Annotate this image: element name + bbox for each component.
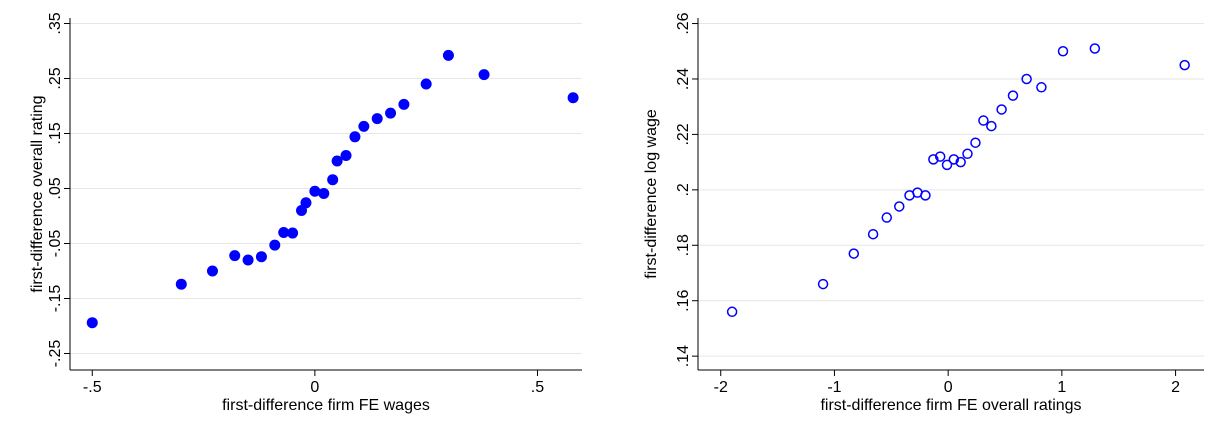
y-tick-label: .2 bbox=[675, 183, 692, 196]
y-tick-label: -.15 bbox=[47, 285, 64, 313]
scatter-point bbox=[278, 227, 290, 238]
x-tick-label: -2 bbox=[714, 379, 728, 396]
scatter-point bbox=[928, 154, 939, 165]
scatter-point bbox=[848, 248, 860, 259]
scatter-point bbox=[1021, 73, 1032, 85]
y-tick-label: .15 bbox=[47, 122, 64, 144]
x-tick-label: .5 bbox=[531, 379, 544, 396]
left-scatter-chart: -.25 -.15 -.05 .05 .15 .25 .35 -.5 0 .5 first-diff… bbox=[29, 12, 582, 414]
y-tick-label: .05 bbox=[47, 177, 64, 199]
scatter-point bbox=[920, 190, 931, 201]
x-tick-label: 0 bbox=[944, 379, 953, 396]
x-tick-label: -.5 bbox=[83, 379, 102, 396]
scatter-point bbox=[309, 185, 321, 197]
scatter-point bbox=[287, 227, 299, 239]
scatter-point bbox=[894, 201, 905, 212]
y-tick-label: .14 bbox=[675, 345, 692, 367]
scatter-point bbox=[371, 113, 383, 125]
scatter-point bbox=[255, 251, 267, 263]
x-tick-label: 1 bbox=[1057, 379, 1066, 396]
scatter-point bbox=[331, 155, 343, 167]
x-axis-title: first-difference firm FE overall ratings bbox=[820, 397, 1081, 414]
x-tick-label: -1 bbox=[827, 379, 841, 396]
scatter-point bbox=[962, 148, 973, 160]
scatter-point bbox=[726, 306, 738, 318]
scatter-point bbox=[1007, 90, 1019, 101]
right-scatter-chart: .14 .16 .18 .2 .22 .24 .26 -2 -1 0 1 2 first-differe… bbox=[643, 12, 1204, 414]
scatter-point bbox=[817, 278, 829, 290]
right-chart-panel: .14 .16 .18 .2 .22 .24 .26 -2 -1 0 1 2 first-differe… bbox=[626, 0, 1217, 431]
scatter-point bbox=[934, 151, 946, 162]
left-chart-panel: -.25 -.15 -.05 .05 .15 .25 .35 -.5 0 .5 first-diff… bbox=[0, 0, 600, 431]
scatter-point bbox=[269, 239, 281, 251]
scatter-point bbox=[349, 131, 361, 143]
scatter-point bbox=[385, 107, 397, 119]
y-tick-label: .24 bbox=[675, 68, 692, 90]
scatter-point bbox=[996, 104, 1007, 115]
scatter-point bbox=[867, 228, 879, 240]
y-axis-title: first-difference log wage bbox=[643, 109, 660, 279]
y-tick-label: .26 bbox=[675, 12, 692, 34]
x-tick-label: 0 bbox=[310, 379, 319, 396]
y-tick-label: -.25 bbox=[47, 340, 64, 368]
scatter-point bbox=[978, 115, 989, 126]
scatter-point bbox=[86, 317, 98, 329]
scatter-point bbox=[229, 250, 241, 262]
scatter-point bbox=[1179, 59, 1190, 71]
scatter-point bbox=[398, 98, 410, 110]
y-tick-label: .25 bbox=[47, 67, 64, 89]
scatter-point bbox=[955, 156, 966, 168]
scatter-point bbox=[1057, 46, 1069, 57]
scatter-point bbox=[1089, 43, 1101, 54]
scatter-point bbox=[478, 69, 490, 81]
scatter-point bbox=[300, 197, 312, 209]
scatter-point bbox=[358, 120, 370, 132]
scatter-point bbox=[948, 154, 960, 165]
scatter-point bbox=[318, 187, 330, 199]
scatter-point bbox=[986, 120, 997, 132]
scatter-point bbox=[420, 78, 432, 90]
y-axis-title: first-difference overall rating bbox=[29, 95, 46, 292]
y-tick-label: -.05 bbox=[47, 230, 64, 258]
scatter-point bbox=[941, 159, 953, 171]
scatter-point bbox=[327, 174, 339, 186]
x-tick-label: 2 bbox=[1171, 379, 1180, 396]
scatter-point bbox=[242, 254, 254, 266]
y-tick-label: .18 bbox=[675, 234, 692, 256]
y-tick-label: .22 bbox=[675, 123, 692, 145]
scatter-point bbox=[1036, 82, 1047, 93]
scatter-point bbox=[567, 92, 579, 104]
y-tick-label: .16 bbox=[675, 289, 692, 311]
scatter-point bbox=[175, 278, 187, 290]
scatter-point bbox=[970, 137, 981, 148]
scatter-point bbox=[442, 49, 454, 61]
y-tick-label: .35 bbox=[47, 12, 64, 34]
x-axis-title: first-difference firm FE wages bbox=[222, 397, 430, 414]
scatter-point bbox=[881, 212, 893, 223]
scatter-point bbox=[340, 150, 352, 161]
scatter-point bbox=[206, 265, 218, 277]
